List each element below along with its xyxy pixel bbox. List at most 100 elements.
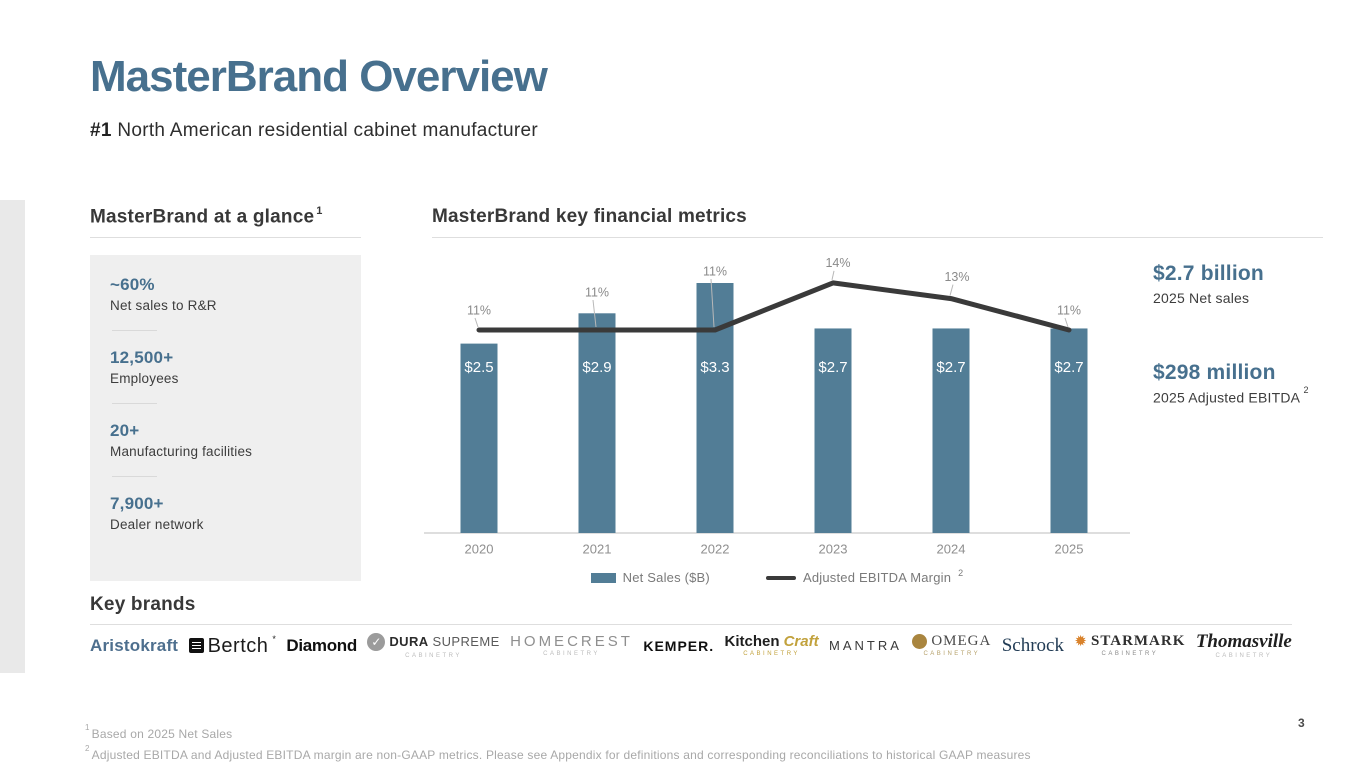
percent-label: 11% bbox=[1057, 303, 1081, 317]
brand-logo-thomasville: Thomasville CABINETRY bbox=[1196, 632, 1292, 659]
stat-divider bbox=[112, 330, 157, 331]
brand-sub-text: CABINETRY bbox=[1101, 651, 1159, 657]
bertch-square-icon bbox=[188, 638, 204, 653]
brand-logo-kitchencraft: Kitchen Craft CABINETRY bbox=[725, 634, 819, 657]
brand-logo-main: OMEGA bbox=[912, 634, 991, 649]
legend-label-superscript: 2 bbox=[958, 567, 964, 578]
stat-divider bbox=[112, 403, 157, 404]
chart-legend: Net Sales ($B) Adjusted EBITDA Margin 2 bbox=[424, 567, 1130, 585]
brand-logo-main: Kitchen Craft bbox=[725, 634, 819, 649]
brands-heading-rule bbox=[90, 624, 1292, 625]
highlight-net-sales: $2.7 billion 2025 Net sales bbox=[1153, 262, 1264, 306]
brand-logo-main: Schrock bbox=[1002, 636, 1064, 655]
brand-text-part: Diamond bbox=[286, 636, 357, 655]
bar-value-label: $3.3 bbox=[700, 359, 729, 376]
brand-sub-text: CABINETRY bbox=[923, 651, 981, 657]
footnotes: 1 Based on 2025 Net Sales 2 Adjusted EBITDA… bbox=[85, 722, 1031, 764]
stat-value: ~60% bbox=[110, 275, 155, 294]
subtitle-rank: #1 bbox=[90, 120, 112, 141]
bar-2022 bbox=[696, 283, 734, 533]
brand-logo-aristokraft: Aristokraft bbox=[90, 637, 178, 654]
brand-text-part: KEMPER. bbox=[643, 637, 715, 654]
year-axis-label: 2023 bbox=[819, 541, 848, 556]
stat-value: 12,500+ bbox=[110, 348, 174, 367]
brand-logo-mantra: MANTRA bbox=[829, 639, 902, 652]
brand-sub-text: CABINETRY bbox=[1215, 653, 1273, 659]
highlight-value: $2.7 billion bbox=[1153, 262, 1264, 285]
brand-logo-durasupreme: ✓ DURA SUPREME CABINETRY bbox=[367, 632, 499, 659]
brand-logo-diamond: Diamond bbox=[286, 637, 357, 654]
footnote-superscript: 1 bbox=[85, 723, 90, 732]
brand-text-part: Thomasville bbox=[1195, 631, 1292, 652]
bar-value-label: $2.7 bbox=[1054, 359, 1083, 376]
stat-label: Dealer network bbox=[110, 517, 204, 532]
ebitda-margin-line bbox=[476, 280, 1072, 333]
footnote-text: Adjusted EBITDA and Adjusted EBITDA marg… bbox=[91, 748, 1031, 762]
percent-label: 11% bbox=[585, 285, 609, 299]
brand-logo-main: ✹ STARMARK bbox=[1074, 633, 1186, 650]
decorative-element bbox=[191, 642, 201, 643]
bar-2021 bbox=[578, 313, 616, 533]
glance-heading-rule bbox=[90, 237, 361, 238]
brand-logo-main: Diamond bbox=[286, 637, 357, 654]
legend-entry-ebitda-margin: Adjusted EBITDA Margin 2 bbox=[765, 567, 964, 585]
brand-logo-starmark: ✹ STARMARK CABINETRY bbox=[1074, 633, 1186, 658]
brands-heading: Key brands bbox=[90, 594, 196, 615]
brand-logo-main: ✓ DURA SUPREME bbox=[367, 632, 499, 651]
bar-2020 bbox=[460, 343, 498, 533]
percent-label-leader bbox=[831, 270, 835, 281]
brand-logo-main: MANTRA bbox=[829, 639, 902, 652]
brand-logo-omega: OMEGA CABINETRY bbox=[912, 634, 991, 657]
brand-text-part: OMEGA bbox=[931, 633, 992, 649]
stat-label: Employees bbox=[110, 371, 179, 386]
glance-heading-superscript: 1 bbox=[316, 205, 323, 217]
legend-label: Net Sales ($B) bbox=[622, 570, 710, 585]
percent-label-leader bbox=[1064, 317, 1069, 328]
starmark-burst-icon: ✹ bbox=[1074, 633, 1087, 650]
percent-label-leader bbox=[592, 299, 597, 328]
stat-item: ~60% Net sales to R&R bbox=[110, 275, 361, 313]
bar-value-label: $2.9 bbox=[582, 359, 611, 376]
bar-swatch-icon bbox=[590, 572, 616, 583]
brand-text-part: Bertch bbox=[207, 634, 269, 657]
highlight-label: 2025 Net sales bbox=[1153, 290, 1250, 306]
brand-logo-main: HOMECREST bbox=[510, 634, 633, 649]
highlight-value: $298 million bbox=[1153, 361, 1276, 384]
stat-value: 7,900+ bbox=[110, 494, 164, 513]
chart-heading: MasterBrand key financial metrics bbox=[432, 206, 747, 227]
page-number: 3 bbox=[1298, 716, 1305, 730]
glance-heading-text: MasterBrand at a glance bbox=[90, 206, 315, 228]
brand-text-part: HOMECREST bbox=[510, 633, 633, 650]
brand-text-part: Aristokraft bbox=[90, 636, 179, 655]
brand-logo-main: Aristokraft bbox=[90, 637, 178, 654]
omega-circle-icon bbox=[912, 634, 928, 649]
dura-circle-check-icon: ✓ bbox=[367, 632, 386, 651]
brand-sub-text: CABINETRY bbox=[743, 651, 800, 657]
legend-entry-net-sales: Net Sales ($B) bbox=[590, 570, 710, 585]
brand-text-part: MANTRA bbox=[829, 638, 902, 653]
bar-2024 bbox=[932, 328, 970, 533]
brand-logo-schrock: Schrock bbox=[1002, 636, 1064, 655]
decorative-element bbox=[191, 645, 201, 646]
brand-logo-main: KEMPER. bbox=[643, 639, 714, 653]
financial-metrics-chart: $2.5 $2.9 $3.3 $2.7 $2.7 $2.7 11% 11% 11% 14% 13% 1… bbox=[424, 256, 1130, 556]
percent-label: 13% bbox=[944, 270, 969, 284]
year-axis-label: 2025 bbox=[1055, 541, 1084, 556]
stat-label: Manufacturing facilities bbox=[110, 444, 253, 459]
glance-stats-panel: ~60% Net sales to R&R 12,500+ Employees 20+ M… bbox=[90, 255, 361, 581]
percent-label: 11% bbox=[467, 303, 491, 317]
bar-2025 bbox=[1050, 328, 1088, 533]
page-title: MasterBrand Overview bbox=[90, 52, 548, 101]
bar-2023 bbox=[814, 328, 852, 533]
footnote-superscript: 2 bbox=[85, 744, 90, 753]
stat-divider bbox=[112, 476, 157, 477]
year-axis-label: 2022 bbox=[701, 541, 730, 556]
brand-text-part: STARMARK bbox=[1091, 633, 1186, 649]
percent-label-leader bbox=[474, 317, 479, 328]
glance-heading: MasterBrand at a glance 1 bbox=[90, 205, 323, 228]
stat-item: 20+ Manufacturing facilities bbox=[110, 421, 361, 459]
footnote: 2 Adjusted EBITDA and Adjusted EBITDA mar… bbox=[85, 743, 1031, 764]
stat-item: 12,500+ Employees bbox=[110, 348, 361, 386]
bar-value-label: $2.5 bbox=[464, 359, 493, 376]
